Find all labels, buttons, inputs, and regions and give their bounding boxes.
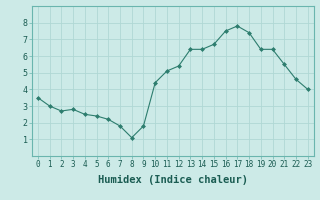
X-axis label: Humidex (Indice chaleur): Humidex (Indice chaleur) — [98, 175, 248, 185]
